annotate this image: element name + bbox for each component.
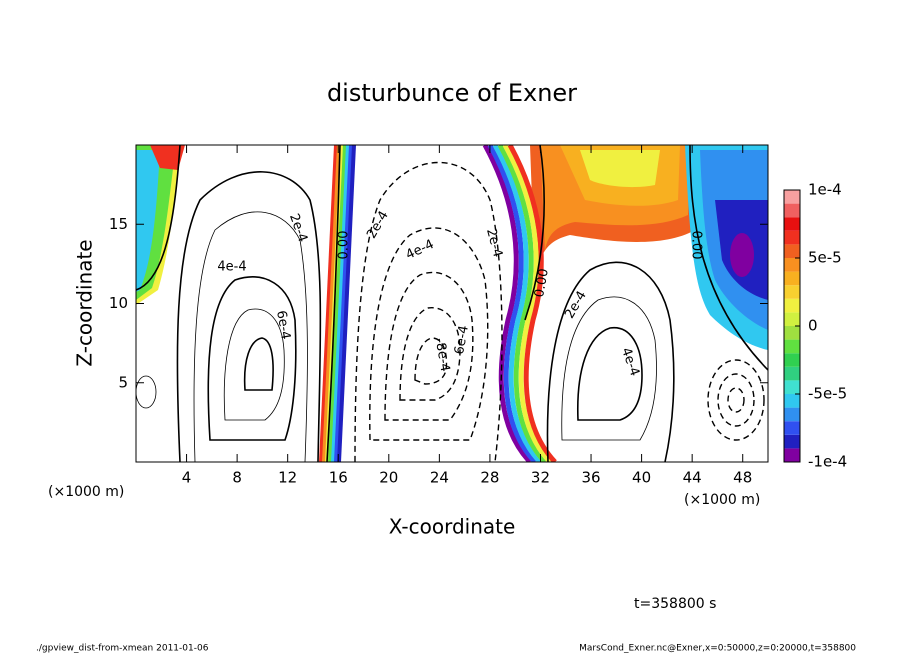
x-tick-label: 20 <box>379 469 398 487</box>
colorbar-segment <box>784 230 800 245</box>
colorbar-segment <box>784 312 800 326</box>
footer-right: MarsCond_Exner.nc@Exner,x=0:50000,z=0:20… <box>579 644 856 654</box>
field <box>136 145 768 462</box>
contour <box>727 387 745 413</box>
field-band <box>319 145 356 462</box>
x-tick-label: 16 <box>329 469 348 487</box>
contour <box>384 271 474 421</box>
colorbar-tick-label: -5e-5 <box>808 385 847 403</box>
x-unit-label: (×1000 m) <box>684 492 760 508</box>
colorbar-segment <box>784 380 800 394</box>
x-tick-label: 8 <box>232 469 242 487</box>
field-shade <box>580 150 660 188</box>
field-band <box>482 145 557 462</box>
contour <box>717 373 755 427</box>
colorbar-segment <box>784 448 800 462</box>
contour <box>399 307 461 401</box>
contour <box>193 211 308 462</box>
colorbar-tick-label: -1e-4 <box>808 453 847 471</box>
x-tick-label: 12 <box>278 469 297 487</box>
colorbar-tick-label: 0 <box>808 317 818 335</box>
contour <box>207 276 297 441</box>
colorbar-segment <box>784 190 800 204</box>
field-shade <box>150 145 185 170</box>
colorbar-segment <box>784 258 800 272</box>
contour <box>136 375 157 409</box>
colorbar-segment <box>784 421 800 435</box>
contour <box>524 145 545 321</box>
y-axis-label: Z-coordinate <box>73 239 97 366</box>
colorbar-segment <box>784 244 800 258</box>
x-tick-label: 40 <box>632 469 651 487</box>
x-tick-label: 44 <box>683 469 702 487</box>
colorbar-segment <box>784 407 800 422</box>
contour <box>176 171 322 462</box>
colorbar-segment <box>784 298 800 313</box>
contour-label: 0.00 <box>532 267 552 298</box>
colorbar-segment <box>784 353 800 367</box>
contour-label: 2e-4 <box>286 212 310 245</box>
contour <box>354 161 503 462</box>
colorbar-segment <box>784 217 800 231</box>
x-tick-label: 36 <box>581 469 600 487</box>
contour <box>546 261 675 462</box>
x-tick-label: 32 <box>531 469 550 487</box>
time-label: t=358800 s <box>634 596 716 612</box>
contour-label: 2e-4 <box>562 289 590 322</box>
contour-label: 4e-4 <box>404 237 437 263</box>
contour-label: 6e-4 <box>273 309 293 340</box>
contour-label: 0.00 <box>337 231 352 260</box>
x-tick-label: 28 <box>480 469 499 487</box>
contour <box>326 145 341 462</box>
x-axis-label: X-coordinate <box>389 515 516 539</box>
y-tick-label: 15 <box>109 215 128 233</box>
contour <box>136 145 181 291</box>
colorbar-segment <box>784 339 800 354</box>
contour-label: 4e-4 <box>217 260 246 275</box>
colorbar-segment <box>784 285 800 299</box>
chart-title: disturbunce of Exner <box>327 79 577 107</box>
contour <box>243 337 274 391</box>
field-shade <box>136 150 160 292</box>
colorbar-segment <box>784 203 800 218</box>
x-tick-label: 4 <box>182 469 192 487</box>
contour <box>223 308 285 421</box>
y-tick-label: 10 <box>109 294 128 312</box>
contour-label: 2e-4 <box>483 227 505 259</box>
x-tick-label: 24 <box>430 469 449 487</box>
x-unit-label: (×1000 m) <box>48 484 124 500</box>
contour-label: -8e-4 <box>432 337 453 373</box>
contour <box>369 227 489 441</box>
contour <box>689 145 768 371</box>
contour <box>707 359 765 441</box>
colorbar-segment <box>784 434 800 449</box>
footer-left: ./gpview_dist-from-xmean 2011-01-06 <box>36 644 209 654</box>
contour <box>414 337 448 385</box>
colorbar-segment <box>784 326 800 340</box>
field-shade <box>730 233 754 277</box>
y-tick-label: 5 <box>118 373 128 391</box>
contour-label: 6e-4 <box>452 324 472 355</box>
colorbar-segment <box>784 366 800 381</box>
contour-label: 0.00 <box>689 231 704 260</box>
contour <box>576 327 643 421</box>
contour <box>561 296 657 441</box>
x-tick-label: 48 <box>733 469 752 487</box>
colorbar-segment <box>784 394 800 408</box>
contour-label: 2e-4 <box>364 209 392 242</box>
colorbar-segment <box>784 271 800 286</box>
colorbar-tick-label: 1e-4 <box>808 181 842 199</box>
colorbar-tick-label: 5e-5 <box>808 249 842 267</box>
